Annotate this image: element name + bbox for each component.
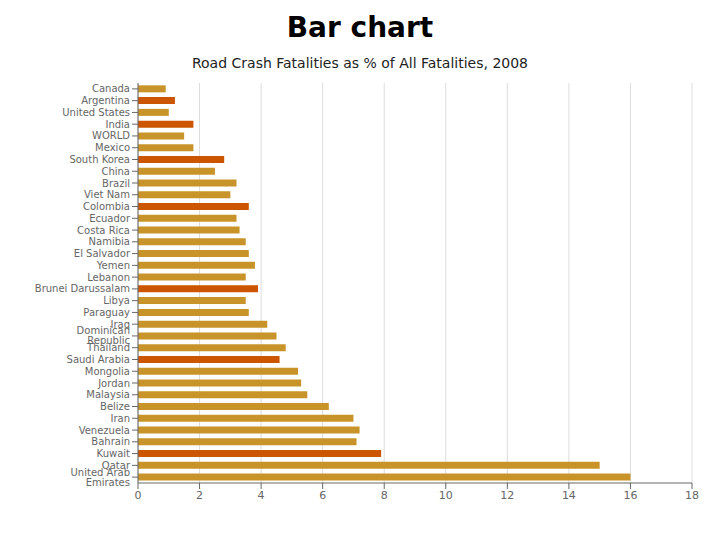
svg-text:El Salvador: El Salvador — [74, 248, 131, 259]
svg-text:Paraguay: Paraguay — [83, 307, 130, 318]
svg-text:United States: United States — [62, 107, 130, 118]
svg-text:Lebanon: Lebanon — [87, 272, 130, 283]
svg-text:Yemen: Yemen — [96, 260, 130, 271]
svg-text:Saudi Arabia: Saudi Arabia — [67, 354, 130, 365]
svg-text:Venezuela: Venezuela — [79, 425, 130, 436]
svg-text:Argentina: Argentina — [81, 95, 130, 106]
svg-text:Mexico: Mexico — [95, 142, 130, 153]
svg-text:Namibia: Namibia — [89, 236, 130, 247]
svg-text:Costa Rica: Costa Rica — [77, 225, 130, 236]
svg-text:Kuwait: Kuwait — [97, 448, 130, 459]
svg-text:China: China — [101, 166, 130, 177]
svg-text:16: 16 — [623, 489, 637, 502]
svg-text:14: 14 — [562, 489, 576, 502]
svg-text:Colombia: Colombia — [83, 201, 130, 212]
svg-text:Malaysia: Malaysia — [86, 389, 130, 400]
svg-text:Iran: Iran — [110, 413, 130, 424]
svg-text:2: 2 — [196, 489, 203, 502]
svg-text:Canada: Canada — [92, 83, 130, 94]
svg-text:Mongolia: Mongolia — [85, 366, 130, 377]
svg-text:Thailand: Thailand — [86, 342, 130, 353]
svg-text:6: 6 — [319, 489, 326, 502]
svg-text:8: 8 — [381, 489, 388, 502]
svg-text:Brunei Darussalam: Brunei Darussalam — [35, 283, 130, 294]
svg-text:Belize: Belize — [100, 401, 130, 412]
svg-text:18: 18 — [685, 489, 699, 502]
svg-text:South Korea: South Korea — [69, 154, 130, 165]
svg-text:Viet Nam: Viet Nam — [84, 189, 130, 200]
svg-text:Libya: Libya — [103, 295, 130, 306]
svg-text:10: 10 — [439, 489, 453, 502]
svg-text:Ecuador: Ecuador — [89, 213, 131, 224]
svg-text:India: India — [105, 119, 130, 130]
svg-text:United ArabEmirates: United ArabEmirates — [71, 467, 130, 488]
svg-text:0: 0 — [135, 489, 142, 502]
svg-text:12: 12 — [500, 489, 514, 502]
svg-text:Brazil: Brazil — [102, 178, 130, 189]
svg-text:WORLD: WORLD — [92, 130, 130, 141]
svg-text:4: 4 — [258, 489, 265, 502]
svg-text:Jordan: Jordan — [97, 378, 130, 389]
svg-text:Bahrain: Bahrain — [91, 436, 130, 447]
